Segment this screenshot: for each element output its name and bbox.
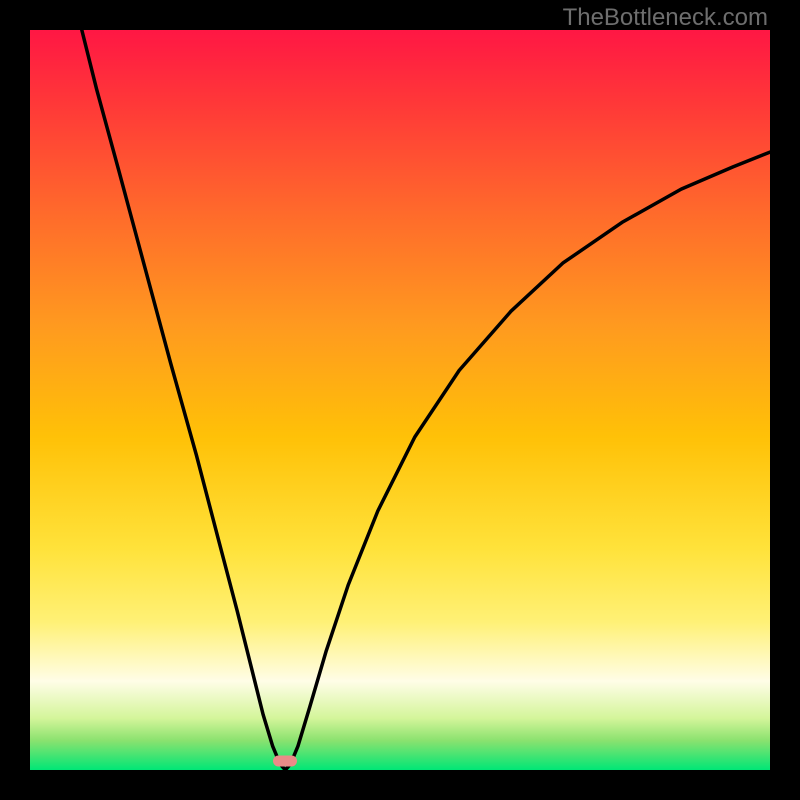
watermark-text: TheBottleneck.com	[563, 4, 768, 32]
plot-area	[30, 30, 770, 770]
optimum-marker	[273, 756, 297, 767]
chart-frame: TheBottleneck.com	[0, 0, 800, 800]
bottleneck-curve	[30, 30, 770, 770]
